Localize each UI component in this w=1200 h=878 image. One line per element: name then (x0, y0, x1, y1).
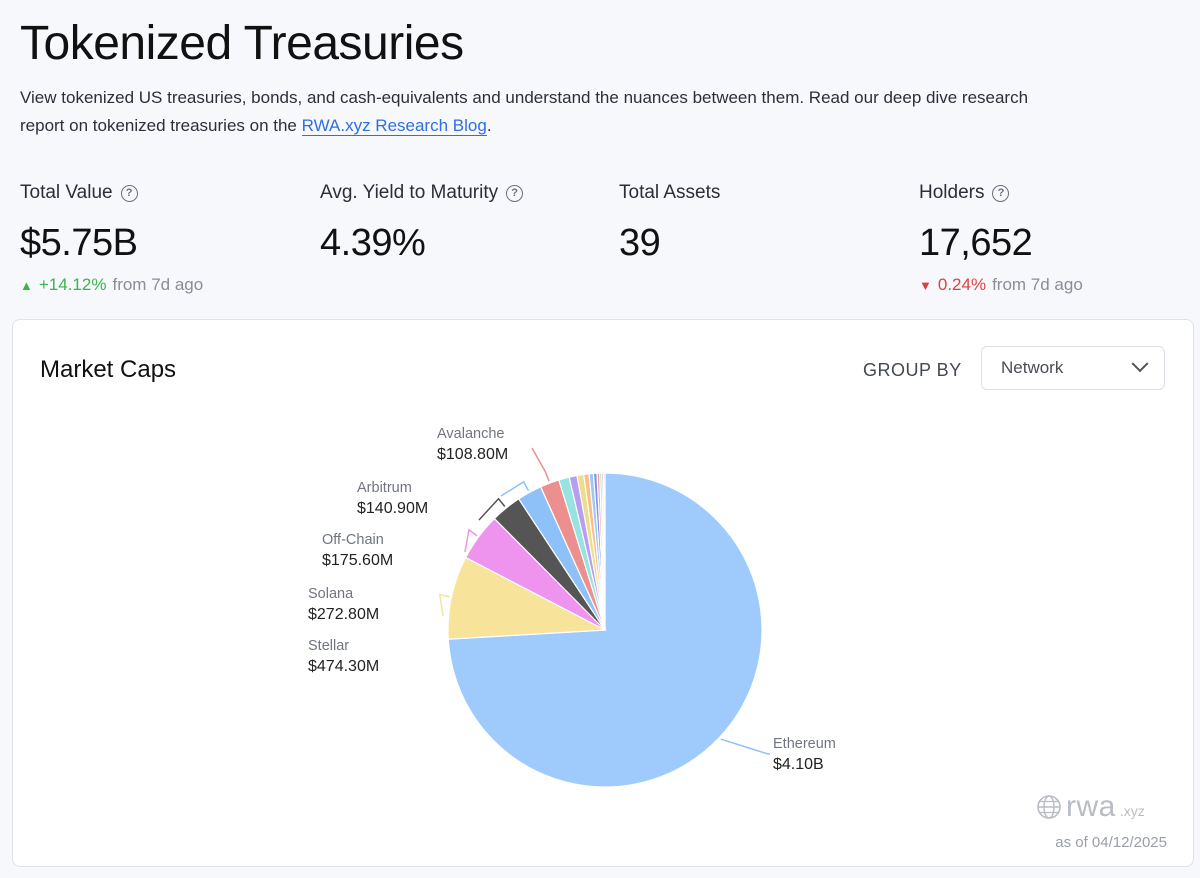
globe-icon (1037, 795, 1061, 819)
stat-value: 39 (619, 222, 661, 264)
slice-label-name: Off-Chain (322, 532, 384, 548)
card-title: Market Caps (40, 356, 177, 383)
question-circle-icon[interactable]: ? (992, 184, 1010, 202)
pie-slice-stellar[interactable] (447, 556, 608, 640)
question-circle-icon[interactable]: ? (506, 184, 524, 202)
intro-end: . (486, 116, 492, 135)
group-by-value: Network (1001, 358, 1064, 377)
slice-label-name: Stellar (308, 638, 349, 654)
stat-value: 4.39% (320, 222, 426, 264)
stat-change: ▲ +14.12% from 7d ago (20, 275, 203, 295)
stat-label: Avg. Yield to Maturity (320, 182, 499, 203)
question-circle-icon[interactable]: ? (120, 184, 138, 202)
stat-label: Total Assets (619, 182, 721, 203)
label-leader-line (464, 528, 478, 553)
slice-label-value: $474.30M (308, 658, 379, 675)
research-blog-link[interactable]: RWA.xyz Research Blog (301, 116, 487, 136)
label-leader-line (478, 497, 506, 521)
stat-label: Holders (919, 182, 985, 203)
stat-total-assets: Total Assets 39 (619, 178, 720, 265)
change-percent: 0.24% (937, 275, 987, 294)
slice-label-name: Arbitrum (357, 480, 412, 496)
pie-slice[interactable] (602, 472, 606, 631)
change-percent: +14.12% (38, 275, 107, 294)
page-description: View tokenized US treasuries, bonds, and… (20, 84, 1040, 140)
slice-label-value: $108.80M (437, 446, 508, 463)
page-title: Tokenized Treasuries (20, 17, 464, 70)
label-leader-line (720, 738, 770, 755)
brand-name: rwa (1066, 790, 1116, 823)
label-leader-line (531, 447, 550, 482)
group-by-label: GROUP BY (863, 360, 962, 380)
slice-label-value: $175.60M (322, 552, 393, 569)
brand-suffix: .xyz (1119, 803, 1145, 819)
slice-label-name: Ethereum (773, 736, 836, 752)
arrow-up-icon: ▲ (20, 277, 33, 293)
stat-holders: Holders? 17,652 ▼ 0.24% from 7d ago (919, 178, 1083, 295)
stat-label: Total Value (20, 182, 113, 203)
intro-text: View tokenized US treasuries, bonds, and… (20, 88, 1029, 135)
stat-total-value: Total Value? $5.75B ▲ +14.12% from 7d ag… (20, 178, 203, 295)
slice-label-value: $272.80M (308, 606, 379, 623)
slice-label-value: $140.90M (357, 500, 428, 517)
stat-change: ▼ 0.24% from 7d ago (919, 275, 1083, 295)
slice-label-value: $4.10B (773, 756, 824, 773)
stat-value: 17,652 (919, 222, 1033, 264)
stat-value: $5.75B (20, 222, 138, 264)
change-suffix: from 7d ago (992, 275, 1083, 294)
rwa-logo: rwa .xyz (1036, 790, 1145, 824)
group-by-select[interactable]: Network (981, 346, 1165, 390)
market-caps-pie-chart: Ethereum $4.10B Stellar $474.30M Solana $272.… (308, 426, 836, 788)
arrow-down-icon: ▼ (919, 277, 932, 293)
label-leader-line (500, 480, 530, 497)
market-caps-card: Market Caps GROUP BY Network Ethereum $4.… (12, 319, 1194, 867)
slice-label-name: Solana (308, 586, 354, 602)
slice-label-name: Avalanche (437, 426, 504, 442)
stat-avg-yield: Avg. Yield to Maturity? 4.39% (320, 178, 524, 265)
label-leader-line (438, 593, 450, 617)
as-of-date: as of 04/12/2025 (1055, 834, 1167, 851)
change-suffix: from 7d ago (112, 275, 204, 294)
